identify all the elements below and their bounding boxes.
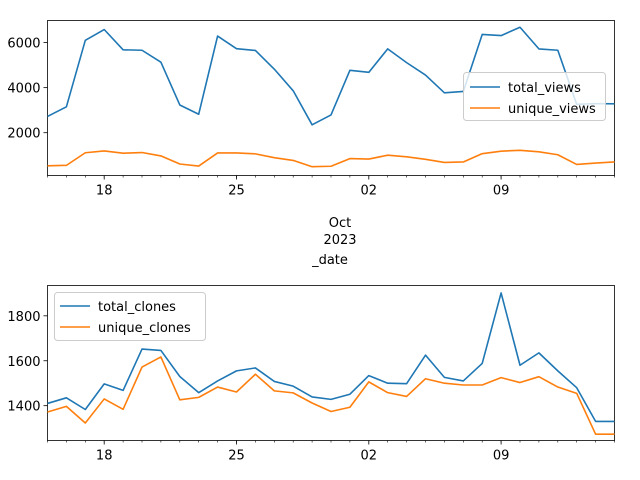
legend-label-unique-views: unique_views <box>508 102 596 117</box>
secondary-tick-month: Oct <box>329 216 351 231</box>
clones-chart: 1400 1600 1800 18 25 02 09 total_clones uniqu… <box>7 285 615 464</box>
y-tick-label: 1800 <box>7 310 40 325</box>
secondary-tick-year: 2023 <box>323 233 356 248</box>
x-tick-label: 02 <box>361 449 378 464</box>
y-tick-label: 1400 <box>7 400 40 415</box>
legend-label-total-clones: total_clones <box>98 300 176 315</box>
x-tick-label: 09 <box>493 184 510 199</box>
series-line-total-clones <box>47 292 615 423</box>
views-xlabel: _date <box>311 253 348 268</box>
x-tick-label: 25 <box>228 184 245 199</box>
y-tick-label: 4000 <box>7 82 40 97</box>
legend-label-total-views: total_views <box>508 81 581 96</box>
y-tick-label: 6000 <box>7 37 40 52</box>
series-line-unique-clones <box>47 356 615 436</box>
clones-legend: total_clones unique_clones <box>54 292 206 341</box>
x-tick-label: 18 <box>96 184 113 199</box>
views-chart: 2000 4000 6000 18 25 02 09 total_views unique… <box>7 20 615 268</box>
series-line-unique-views <box>47 149 615 168</box>
views-legend: total_views unique_views <box>463 72 606 121</box>
x-tick-label: 25 <box>228 449 245 464</box>
series-line-total-views <box>47 26 615 126</box>
x-tick-label: 18 <box>96 449 113 464</box>
y-tick-label: 2000 <box>7 127 40 142</box>
y-tick-label: 1600 <box>7 355 40 370</box>
legend-label-unique-clones: unique_clones <box>98 321 191 336</box>
x-tick-label: 09 <box>493 449 510 464</box>
x-tick-label: 02 <box>361 184 378 199</box>
clones-legend-box <box>54 292 206 341</box>
